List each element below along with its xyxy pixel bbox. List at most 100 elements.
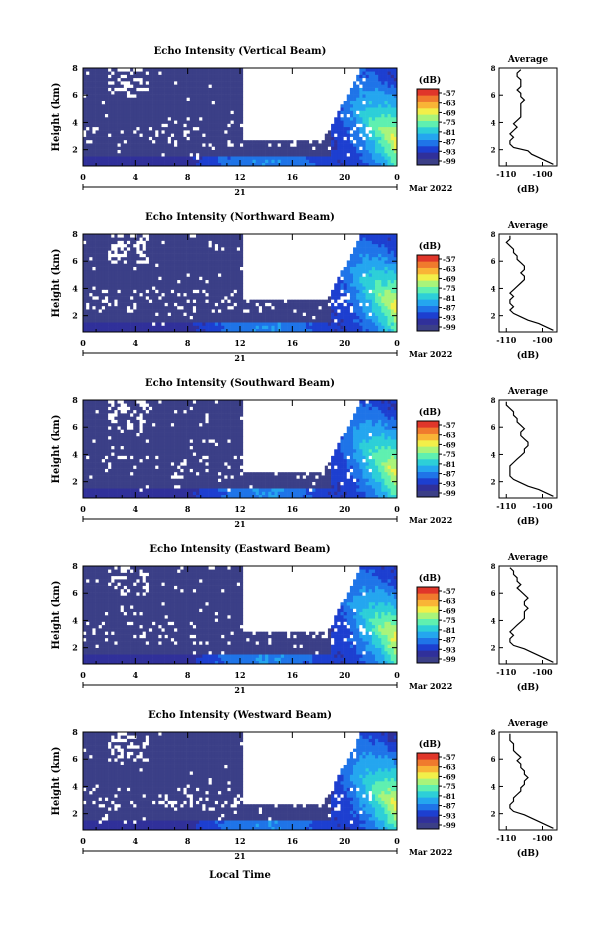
- heatmap-cell: [303, 130, 306, 134]
- heatmap-cell: [130, 94, 133, 98]
- heatmap-cell: [174, 325, 177, 329]
- heatmap-cell: [218, 114, 221, 118]
- heatmap-cell: [331, 325, 334, 329]
- heatmap-cell: [378, 159, 381, 163]
- heatmap-cell: [306, 273, 309, 277]
- heatmap-cell: [300, 143, 303, 147]
- heatmap-cell: [218, 156, 221, 160]
- heatmap-cell: [290, 81, 293, 85]
- heatmap-cell: [281, 150, 284, 154]
- heatmap-cell: [224, 306, 227, 310]
- heatmap-cell: [347, 127, 350, 131]
- heatmap-cell: [331, 137, 334, 141]
- heatmap-cell: [130, 120, 133, 124]
- heatmap-cell: [168, 137, 171, 141]
- heatmap-cell: [155, 303, 158, 307]
- heatmap-cell: [227, 156, 230, 160]
- heatmap-cell: [334, 270, 337, 274]
- heatmap-cell: [265, 68, 268, 72]
- heatmap-cell: [86, 110, 89, 114]
- heatmap-cell: [340, 296, 343, 300]
- echo-panel: Echo Intensity (Northward Beam)2468Heigh…: [51, 212, 557, 363]
- heatmap-cell: [256, 286, 259, 290]
- heatmap-cell: [124, 75, 127, 79]
- heatmap-cell: [155, 316, 158, 320]
- heatmap-cell: [218, 299, 221, 303]
- heatmap-cell: [256, 84, 259, 88]
- heatmap-cell: [180, 91, 183, 95]
- heatmap-cell: [168, 140, 171, 144]
- heatmap-cell: [108, 280, 111, 284]
- heatmap-cell: [165, 94, 168, 98]
- heatmap-cell: [334, 114, 337, 118]
- heatmap-cell: [234, 137, 237, 141]
- heatmap-cell: [271, 322, 274, 326]
- heatmap-cell: [146, 312, 149, 316]
- heatmap-cell: [92, 273, 95, 277]
- heatmap-cell: [350, 71, 353, 75]
- heatmap-cell: [278, 124, 281, 128]
- heatmap-cell: [243, 68, 246, 72]
- heatmap-cell: [256, 107, 259, 111]
- heatmap-cell: [83, 270, 86, 274]
- heatmap-cell: [337, 276, 340, 280]
- heatmap-cell: [143, 104, 146, 108]
- heatmap-cell: [205, 84, 208, 88]
- heatmap-cell: [325, 325, 328, 329]
- heatmap-cell: [375, 94, 378, 98]
- heatmap-cell: [337, 88, 340, 92]
- heatmap-cell: [303, 133, 306, 137]
- heatmap-cell: [187, 127, 190, 131]
- heatmap-cell: [391, 137, 394, 141]
- heatmap-cell: [234, 97, 237, 101]
- heatmap-cell: [265, 81, 268, 85]
- heatmap-cell: [366, 153, 369, 157]
- heatmap-cell: [256, 325, 259, 329]
- heatmap-cell: [243, 309, 246, 313]
- heatmap-cell: [366, 124, 369, 128]
- heatmap-cell: [180, 150, 183, 154]
- average-title: Average: [507, 55, 548, 65]
- heatmap-cell: [89, 81, 92, 85]
- heatmap-cell: [158, 104, 161, 108]
- heatmap-cell: [293, 325, 296, 329]
- heatmap-cell: [231, 322, 234, 326]
- heatmap-cell: [168, 81, 171, 85]
- heatmap-cell: [92, 127, 95, 131]
- heatmap-cell: [215, 293, 218, 297]
- heatmap-cell: [287, 140, 290, 144]
- heatmap-cell: [331, 293, 334, 297]
- heatmap-cell: [205, 124, 208, 128]
- heatmap-cell: [89, 68, 92, 72]
- heatmap-cell: [130, 97, 133, 101]
- heatmap-cell: [259, 140, 262, 144]
- heatmap-cell: [212, 146, 215, 150]
- heatmap-cell: [199, 101, 202, 105]
- heatmap-cell: [152, 133, 155, 137]
- heatmap-cell: [168, 84, 171, 88]
- heatmap-cell: [287, 130, 290, 134]
- heatmap-cell: [86, 276, 89, 280]
- heatmap-cell: [149, 124, 152, 128]
- heatmap-cell: [362, 299, 365, 303]
- heatmap-cell: [275, 316, 278, 320]
- heatmap-cell: [350, 290, 353, 294]
- heatmap-cell: [96, 130, 99, 134]
- heatmap-cell: [96, 88, 99, 92]
- heatmap-cell: [218, 319, 221, 323]
- heatmap-cell: [271, 104, 274, 108]
- heatmap-cell: [224, 84, 227, 88]
- heatmap-cell: [325, 110, 328, 114]
- heatmap-cell: [89, 110, 92, 114]
- heatmap-cell: [372, 75, 375, 79]
- heatmap-cell: [180, 306, 183, 310]
- heatmap-cell: [231, 127, 234, 131]
- heatmap-cell: [284, 114, 287, 118]
- heatmap-cell: [234, 306, 237, 310]
- heatmap-cell: [249, 286, 252, 290]
- heatmap-cell: [362, 270, 365, 274]
- heatmap-cell: [121, 68, 124, 72]
- heatmap-cell: [290, 303, 293, 307]
- heatmap-cell: [199, 88, 202, 92]
- heatmap-cell: [331, 273, 334, 277]
